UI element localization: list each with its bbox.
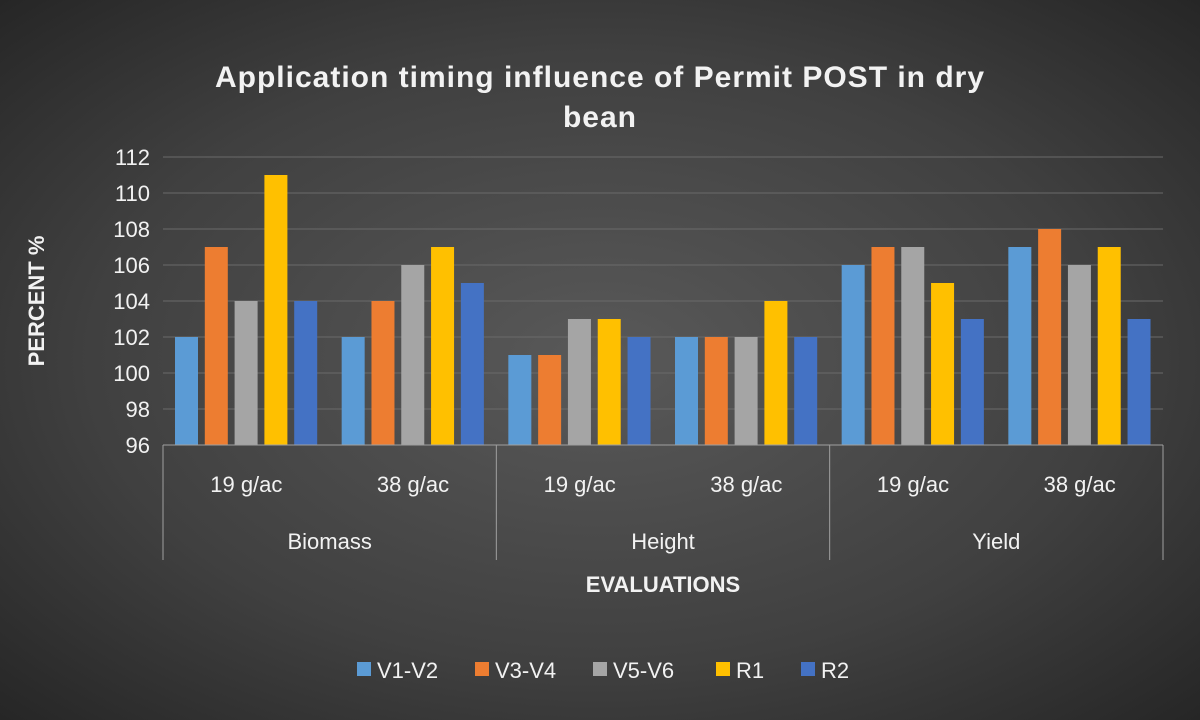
bar-V3-V4-0 <box>204 247 228 445</box>
legend-label: R2 <box>821 658 849 683</box>
bar-V5-V6-0 <box>234 301 258 445</box>
bar-V1-V2-4 <box>841 265 865 445</box>
y-tick-label: 104 <box>113 289 150 314</box>
bar-R1-2 <box>597 319 621 445</box>
bar-V5-V6-1 <box>401 265 425 445</box>
chart-title: bean <box>563 101 637 134</box>
bar-R2-0 <box>294 301 318 445</box>
y-tick-label: 96 <box>126 433 150 458</box>
bar-R2-3 <box>794 337 818 445</box>
bar-R2-1 <box>460 283 484 445</box>
bar-R1-4 <box>931 283 955 445</box>
bar-R1-0 <box>264 175 288 445</box>
bar-R1-5 <box>1097 247 1121 445</box>
bar-V1-V2-3 <box>675 337 698 445</box>
bar-V3-V4-1 <box>371 301 395 445</box>
bar-V3-V4-3 <box>704 337 728 445</box>
x-tick-label: 38 g/ac <box>377 472 449 497</box>
y-tick-label: 106 <box>113 253 150 278</box>
legend-swatch <box>357 662 371 676</box>
bar-R2-5 <box>1127 319 1151 445</box>
x-tick-label: 38 g/ac <box>710 472 782 497</box>
bar-R1-3 <box>764 301 788 445</box>
bar-V3-V4-2 <box>538 355 562 445</box>
bar-V3-V4-4 <box>871 247 895 445</box>
bar-V3-V4-5 <box>1038 229 1062 445</box>
x-axis-label: EVALUATIONS <box>586 572 740 597</box>
y-tick-label: 102 <box>113 325 150 350</box>
legend-label: V1-V2 <box>377 658 438 683</box>
chart-title: Application timing influence of Permit P… <box>215 61 985 94</box>
legend-label: V5-V6 <box>613 658 674 683</box>
legend-swatch <box>475 662 489 676</box>
bar-V1-V2-2 <box>508 355 532 445</box>
bar-V1-V2-0 <box>175 337 198 445</box>
legend-label: R1 <box>736 658 764 683</box>
legend-label: V3-V4 <box>495 658 556 683</box>
x-tick-label: 19 g/ac <box>544 472 616 497</box>
legend-swatch <box>801 662 815 676</box>
bar-V5-V6-5 <box>1067 265 1091 445</box>
y-axis-label: PERCENT % <box>24 236 49 367</box>
y-tick-label: 110 <box>115 181 150 206</box>
bar-R2-2 <box>627 337 651 445</box>
bar-V1-V2-1 <box>341 337 365 445</box>
x-tick-label: 19 g/ac <box>877 472 949 497</box>
bar-V5-V6-4 <box>901 247 925 445</box>
bar-V1-V2-5 <box>1008 247 1032 445</box>
bar-V5-V6-2 <box>567 319 591 445</box>
bar-V5-V6-3 <box>734 337 758 445</box>
y-tick-label: 100 <box>113 361 150 386</box>
bar-R1-1 <box>431 247 455 445</box>
y-tick-label: 108 <box>113 217 150 242</box>
legend-swatch <box>593 662 607 676</box>
bar-R2-4 <box>960 319 984 445</box>
y-tick-label: 112 <box>115 145 150 170</box>
x-group-label: Yield <box>972 529 1020 554</box>
y-tick-label: 98 <box>126 397 150 422</box>
x-group-label: Height <box>631 529 695 554</box>
legend-swatch <box>716 662 730 676</box>
x-tick-label: 19 g/ac <box>210 472 282 497</box>
x-tick-label: 38 g/ac <box>1044 472 1116 497</box>
x-group-label: Biomass <box>287 529 371 554</box>
